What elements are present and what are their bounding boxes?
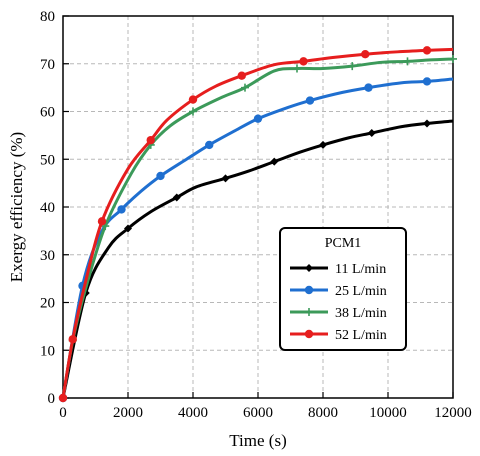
legend: PCM1 11 L/min 25 L/min 38 L/min 52 L/min [279, 227, 407, 351]
x-tick-label: 0 [59, 405, 67, 421]
data-point-38-l-min [449, 54, 457, 63]
x-tick-label: 12000 [434, 405, 472, 421]
y-tick-label: 10 [40, 343, 55, 359]
legend-title: PCM1 [325, 236, 362, 251]
data-point-38-l-min [241, 83, 249, 92]
legend-marker [305, 308, 313, 316]
axis-ticks: 0 2000 4000 6000 8000 10000 12000 0 10 20 30 40 50 60… [40, 9, 472, 421]
legend-label: 11 L/min [335, 262, 386, 277]
series-line-38-l-min [61, 57, 454, 399]
data-point-38-l-min [293, 64, 301, 73]
legend-item-11-l-min: 11 L/min [290, 262, 386, 277]
data-point-25-l-min [253, 114, 263, 123]
data-point-52-l-min [299, 57, 308, 66]
legend-marker [305, 264, 313, 272]
data-point-52-l-min [68, 335, 77, 344]
data-point-38-l-min [189, 107, 197, 116]
data-point-11-l-min [172, 193, 181, 202]
data-point-11-l-min [367, 128, 376, 137]
data-point-25-l-min [422, 77, 432, 86]
data-point-52-l-min [188, 95, 198, 104]
data-point-52-l-min [361, 50, 370, 59]
y-tick-label: 80 [40, 9, 55, 25]
y-tick-label: 70 [40, 57, 55, 73]
legend-item-25-l-min: 25 L/min [290, 284, 387, 299]
series-line-52-l-min [61, 47, 454, 399]
legend-items: 11 L/min 25 L/min 38 L/min 52 L/min [290, 262, 387, 343]
legend-item-38-l-min: 38 L/min [290, 306, 387, 321]
y-tick-label: 0 [48, 391, 56, 407]
series-line-11-l-min [61, 119, 454, 399]
legend-marker [304, 285, 314, 295]
data-point-11-l-min [319, 140, 327, 149]
data-point-25-l-min [117, 205, 126, 214]
data-point-38-l-min [348, 62, 357, 71]
data-point-11-l-min [423, 119, 431, 128]
data-point-38-l-min [403, 57, 412, 66]
y-tick-label: 40 [40, 200, 55, 216]
x-tick-label: 6000 [243, 405, 273, 421]
y-tick-label: 50 [40, 152, 55, 168]
data-point-52-l-min [97, 217, 107, 226]
data-point-52-l-min [237, 71, 246, 80]
y-tick-label: 20 [40, 296, 55, 312]
data-point-25-l-min [205, 140, 214, 150]
series-52-l-min [58, 46, 454, 403]
legend-item-52-l-min: 52 L/min [290, 328, 387, 343]
data-point-25-l-min [305, 96, 315, 105]
data-point-11-l-min [124, 224, 132, 233]
series-line-25-l-min [61, 77, 454, 399]
data-point-11-l-min [270, 157, 279, 166]
y-tick-label: 60 [40, 105, 55, 121]
y-tick-label: 30 [40, 248, 55, 264]
legend-label: 38 L/min [335, 306, 387, 321]
data-point-52-l-min [422, 46, 432, 55]
x-tick-label: 10000 [369, 405, 407, 421]
data-point-11-l-min [221, 174, 230, 183]
data-point-25-l-min [156, 171, 165, 181]
series-11-l-min [59, 119, 454, 402]
x-tick-label: 8000 [308, 405, 338, 421]
data-point-52-l-min [146, 135, 155, 145]
x-tick-label: 4000 [178, 405, 208, 421]
data-point-25-l-min [364, 83, 373, 92]
y-axis-title: Exergy efficiency (%) [7, 132, 26, 282]
legend-label: 25 L/min [335, 284, 387, 299]
legend-marker [304, 329, 314, 339]
legend-label: 52 L/min [335, 328, 387, 343]
series-layer [58, 46, 457, 403]
legend-box [279, 227, 407, 351]
x-axis-title: Time (s) [229, 431, 286, 450]
x-tick-label: 2000 [113, 405, 143, 421]
data-point-52-l-min [58, 393, 68, 403]
